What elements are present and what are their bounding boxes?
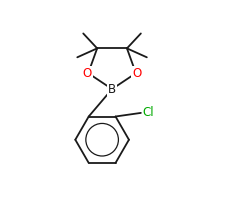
Text: O: O: [83, 67, 92, 80]
Text: B: B: [108, 83, 116, 96]
Text: O: O: [132, 67, 142, 80]
Text: Cl: Cl: [143, 106, 155, 119]
